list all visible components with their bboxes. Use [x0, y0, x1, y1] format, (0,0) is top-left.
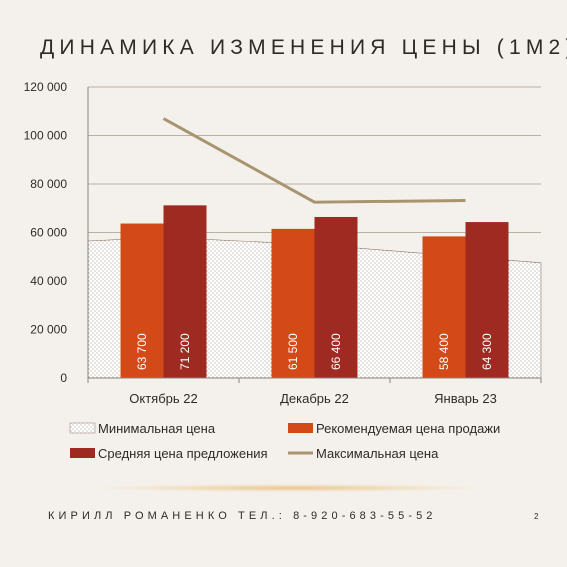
bar — [314, 216, 358, 378]
bar — [465, 222, 509, 378]
chart-title: ДИНАМИКА ИЗМЕНЕНИЯ ЦЕНЫ (1М2) — [40, 36, 567, 59]
bar — [120, 223, 164, 378]
y-tick-label: 80 000 — [30, 177, 67, 191]
bar-data-label: 61 500 — [286, 333, 300, 370]
legend-label: Рекомендуемая цена продажи — [316, 421, 500, 436]
x-tick-label: Январь 23 — [434, 391, 497, 406]
bar-data-label: 58 400 — [437, 333, 451, 370]
decorative-glow-divider — [100, 484, 480, 492]
y-tick-label: 120 000 — [24, 80, 68, 94]
y-tick-label: 0 — [60, 371, 67, 385]
axes: 0 20 000 40 000 60 000 80 000 100 000 120 000 О… — [24, 80, 542, 406]
bar-data-label: 64 300 — [480, 333, 494, 370]
y-tick-label: 100 000 — [24, 129, 68, 143]
legend: Минимальная цена Рекомендуемая цена прода… — [69, 421, 500, 461]
bar-data-label: 63 700 — [135, 333, 149, 370]
bars: 63 700 61 500 58 400 71 200 66 400 64 300 — [120, 205, 509, 378]
legend-swatch-min-price — [69, 422, 96, 434]
legend-label: Максимальная цена — [316, 446, 439, 461]
max-price-line — [162, 117, 466, 204]
bar-data-label: 66 400 — [329, 333, 343, 370]
legend-label: Минимальная цена — [98, 421, 216, 436]
y-tick-label: 60 000 — [30, 226, 67, 240]
bar-data-label: 71 200 — [178, 333, 192, 370]
bar — [422, 236, 466, 378]
max-price-line-layer — [162, 117, 466, 204]
page-number: 2 — [534, 512, 539, 521]
bar — [271, 228, 315, 378]
footer-contact: КИРИЛЛ РОМАНЕНКО ТЕЛ.: 8-920-683-55-52 — [48, 510, 437, 522]
price-dynamics-chart: 63 700 61 500 58 400 71 200 66 400 64 300 0 20… — [24, 80, 542, 461]
legend-label: Средняя цена предложения — [98, 446, 268, 461]
y-tick-label: 40 000 — [30, 274, 67, 288]
x-tick-label: Декабрь 22 — [280, 391, 349, 406]
y-tick-label: 20 000 — [30, 323, 67, 337]
bar — [163, 205, 207, 378]
legend-swatch-average — [70, 448, 95, 458]
x-tick-label: Октябрь 22 — [129, 391, 197, 406]
legend-swatch-recommended — [288, 423, 313, 433]
